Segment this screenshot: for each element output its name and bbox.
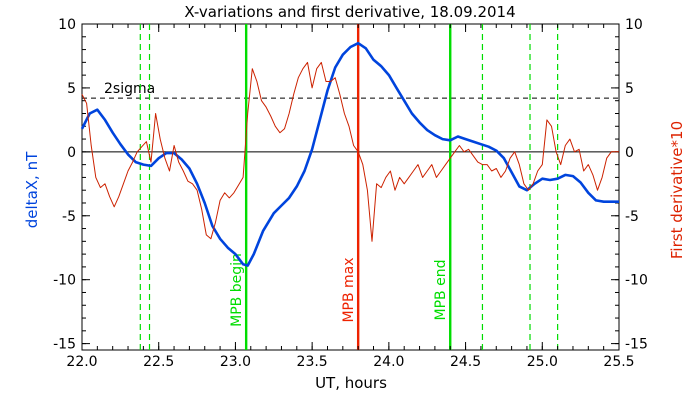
- x-tick-label: 23.0: [220, 354, 251, 370]
- x-tick-label: 23.5: [297, 354, 328, 370]
- x-axis-label: UT, hours: [315, 374, 387, 392]
- y-axis-label-left: deltaX, nT: [23, 151, 41, 228]
- y-tick-label-left: 5: [67, 81, 76, 97]
- y-tick-label-right: -15: [625, 337, 648, 353]
- y-axis-label-right: First derivative*10: [668, 121, 686, 259]
- series-line-derivative: [81, 61, 619, 242]
- x-tick-label: 25.0: [527, 354, 558, 370]
- plot-frame: [81, 23, 620, 351]
- y-tick-label-right: -5: [625, 209, 639, 225]
- x-tick-label: 24.0: [373, 354, 404, 370]
- y-tick-label-left: -15: [53, 337, 76, 353]
- x-tick-label: 24.5: [450, 354, 481, 370]
- x-tick-label: 22.5: [143, 354, 174, 370]
- y-tick-label-left: 0: [67, 145, 76, 161]
- reference-line-label: 2sigma: [104, 81, 155, 97]
- y-tick-label-left: 10: [58, 17, 76, 33]
- event-line-label: MPB max: [341, 257, 357, 322]
- y-tick-label-right: -10: [625, 273, 648, 289]
- y-tick-label-right: 0: [625, 145, 634, 161]
- event-line-label: MPB end: [433, 260, 449, 321]
- series-line-deltaX: [80, 41, 619, 267]
- y-tick-label-right: 5: [625, 81, 634, 97]
- x-tick-label: 22.0: [66, 354, 97, 370]
- y-tick-label-right: 10: [625, 17, 643, 33]
- y-tick-label-left: -10: [53, 273, 76, 289]
- x-tick-label: 25.5: [603, 354, 634, 370]
- event-line-label: MPB begin: [229, 253, 245, 327]
- y-tick-label-left: -5: [62, 209, 76, 225]
- chart-title: X-variations and first derivative, 18.09…: [184, 3, 515, 21]
- plot-area: 2sigma MPB begin MPB max MPB end 22.0 22.5 23.…: [53, 17, 648, 370]
